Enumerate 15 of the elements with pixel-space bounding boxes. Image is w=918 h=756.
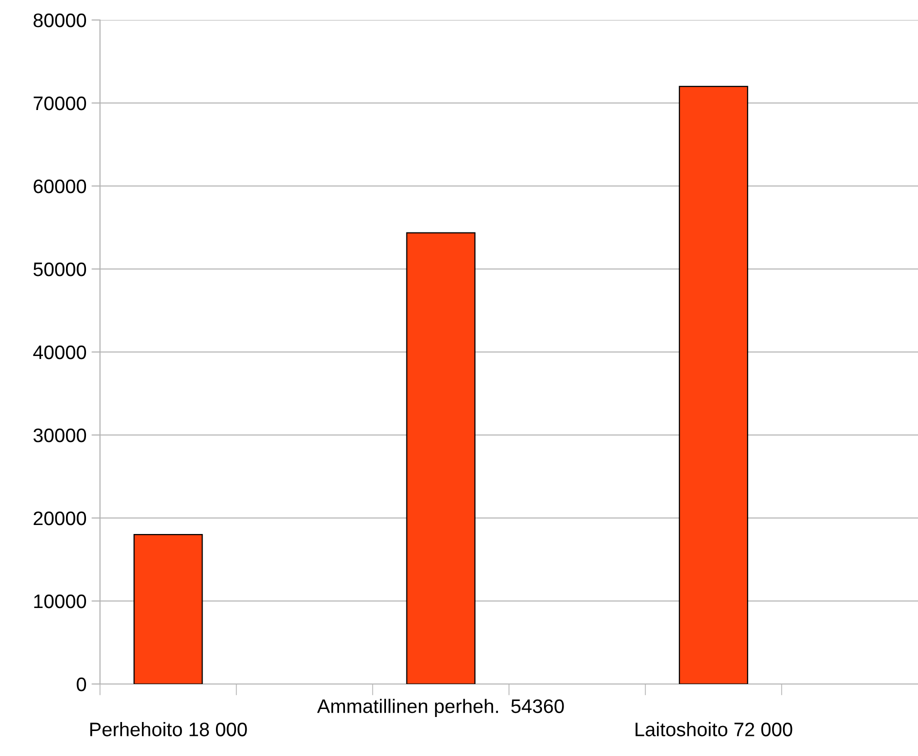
y-tick-label: 60000 [34, 179, 86, 194]
bar [406, 232, 476, 684]
y-tick-label: 40000 [33, 345, 86, 360]
bar [134, 534, 203, 684]
x-tick-label: Laitoshoito 72 000 [636, 722, 792, 736]
y-tick-label: 50000 [34, 262, 86, 276]
y-tick-label: 10000 [34, 594, 86, 608]
x-tick-label: Perhehoito 18 000 [90, 722, 247, 736]
y-tick-label: 80000 [34, 13, 86, 28]
bar [678, 86, 748, 684]
y-tick-label: 0 [76, 677, 86, 692]
y-tick-label: 70000 [34, 96, 86, 110]
x-tick-label: Ammatillinen perheh. 54360 [317, 698, 564, 717]
y-tick-label: 20000 [34, 511, 86, 526]
y-tick-label: 30000 [33, 428, 86, 442]
